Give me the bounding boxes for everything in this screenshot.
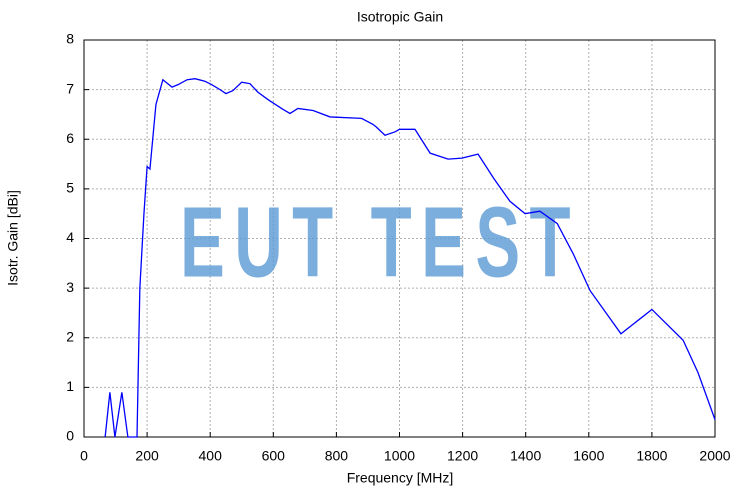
data-line xyxy=(104,78,716,438)
y-tick-label: 2 xyxy=(66,328,74,344)
x-tick-label: 1200 xyxy=(447,448,478,464)
y-tick-label: 8 xyxy=(66,31,74,47)
x-tick-label: 600 xyxy=(262,448,286,464)
watermark: EUT TEST xyxy=(180,186,580,298)
y-axis-label: Isotr. Gain [dBi] xyxy=(5,190,21,286)
x-axis-label: Frequency [MHz] xyxy=(347,470,454,486)
x-tick-label: 800 xyxy=(325,448,349,464)
x-tick-label: 400 xyxy=(199,448,223,464)
x-tick-label: 0 xyxy=(80,448,88,464)
y-tick-label: 6 xyxy=(66,130,74,146)
x-tick-label: 1400 xyxy=(510,448,541,464)
x-tick-label: 1600 xyxy=(573,448,604,464)
x-tick-label: 200 xyxy=(135,448,159,464)
x-tick-label: 2000 xyxy=(699,448,730,464)
chart-title: Isotropic Gain xyxy=(357,9,443,25)
x-tick-label: 1000 xyxy=(384,448,415,464)
plot-frame xyxy=(83,39,716,438)
x-tick-label: 1800 xyxy=(636,448,667,464)
y-tick-label: 1 xyxy=(66,378,74,394)
y-tick-label: 4 xyxy=(66,229,74,245)
y-tick-label: 7 xyxy=(66,80,74,96)
y-tick-label: 3 xyxy=(66,279,74,295)
y-tick-label: 0 xyxy=(66,428,74,444)
y-tick-label: 5 xyxy=(66,180,74,196)
